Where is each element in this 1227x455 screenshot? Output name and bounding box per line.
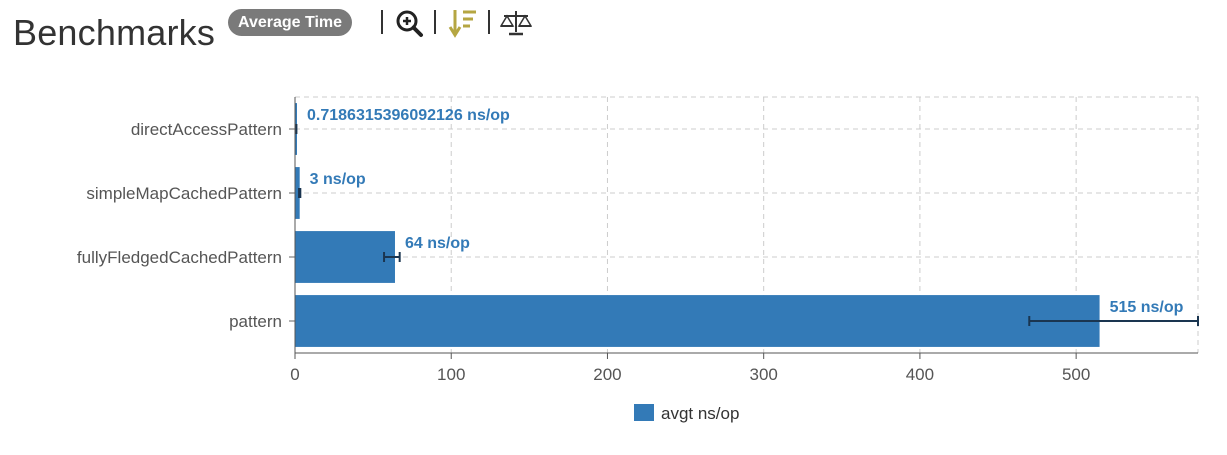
data-label: 3 ns/op <box>310 171 366 188</box>
legend-label[interactable]: avgt ns/op <box>661 404 739 423</box>
data-label: 515 ns/op <box>1110 299 1184 316</box>
x-tick-label: 500 <box>1062 365 1090 384</box>
page-title: Benchmarks <box>13 12 216 53</box>
separator <box>434 10 436 34</box>
bar[interactable] <box>295 167 300 219</box>
data-label: 0.7186315396092126 ns/op <box>307 107 510 124</box>
bar[interactable] <box>295 295 1100 347</box>
category-label: simpleMapCachedPattern <box>86 184 282 203</box>
zoom-in-icon[interactable] <box>395 8 425 38</box>
x-tick-label: 200 <box>593 365 621 384</box>
category-label: directAccessPattern <box>131 120 282 139</box>
category-label: fullyFledgedCachedPattern <box>77 248 282 267</box>
x-tick-label: 100 <box>437 365 465 384</box>
x-tick-label: 0 <box>290 365 299 384</box>
category-label: pattern <box>229 312 282 331</box>
data-label: 64 ns/op <box>405 235 470 252</box>
separator <box>381 10 383 34</box>
legend-swatch[interactable] <box>634 404 654 421</box>
separator <box>488 10 490 34</box>
bar[interactable] <box>295 231 395 283</box>
sort-descending-icon[interactable] <box>448 8 478 38</box>
x-tick-label: 300 <box>749 365 777 384</box>
compare-scale-icon[interactable] <box>499 8 533 38</box>
header: Benchmarks Average Time <box>0 0 1227 60</box>
mode-badge[interactable]: Average Time <box>228 9 353 36</box>
x-tick-label: 400 <box>906 365 934 384</box>
